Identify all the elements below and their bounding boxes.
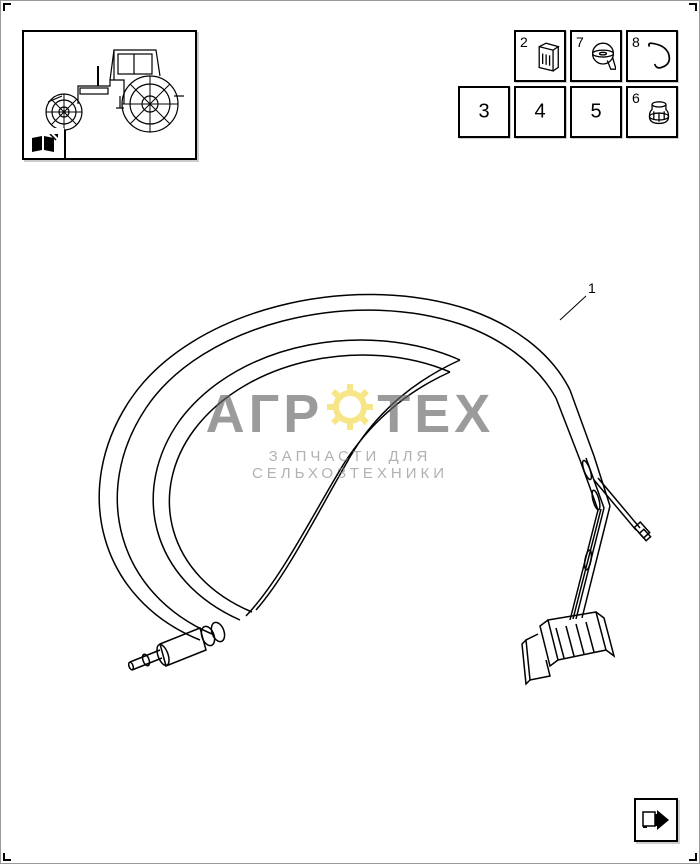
corner-mark [3, 853, 11, 861]
relay-icon [534, 38, 560, 73]
legend-cell-2: 2 [514, 30, 566, 82]
next-page-box [634, 798, 678, 842]
parts-legend: 2 7 [458, 30, 678, 142]
legend-cell-6: 6 [626, 86, 678, 138]
wire-harness-diagram: 1 [40, 180, 660, 740]
tape-icon [590, 38, 616, 73]
legend-num: 5 [590, 101, 601, 124]
legend-cell-8: 8 [626, 30, 678, 82]
tractor-icon [28, 36, 195, 136]
legend-num: 4 [534, 101, 545, 124]
legend-num: 6 [632, 90, 640, 106]
corner-mark [689, 3, 697, 11]
callout-1: 1 [588, 280, 596, 296]
assembly-reference-box [22, 30, 197, 160]
hook-icon [646, 38, 672, 73]
legend-cell-7: 7 [570, 30, 622, 82]
legend-num: 2 [520, 34, 528, 50]
legend-cell-4: 4 [514, 86, 566, 138]
legend-cell-5: 5 [570, 86, 622, 138]
legend-num: 3 [478, 101, 489, 124]
legend-num: 7 [576, 34, 584, 50]
grommet-icon [646, 94, 672, 129]
corner-mark [3, 3, 11, 11]
legend-num: 8 [632, 34, 640, 50]
legend-cell-3: 3 [458, 86, 510, 138]
manual-icon [22, 130, 66, 160]
legend-row: 3 4 5 6 [458, 86, 678, 138]
legend-row: 2 7 [458, 30, 678, 82]
arrow-page-icon [641, 808, 671, 832]
corner-mark [689, 853, 697, 861]
